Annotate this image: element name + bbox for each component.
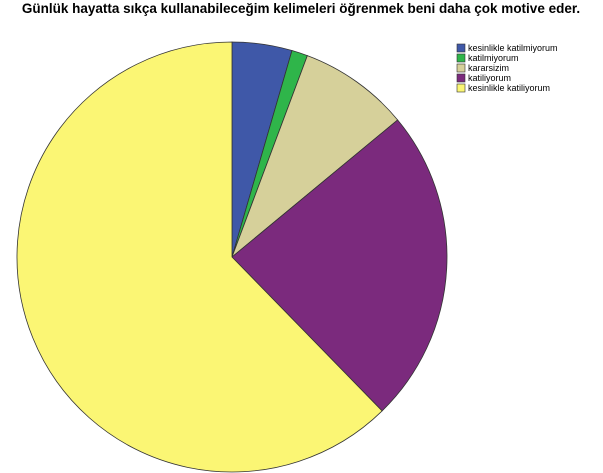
legend-swatch: [456, 73, 466, 83]
legend-label: katiliyorum: [468, 73, 511, 83]
legend-swatch: [456, 83, 466, 93]
legend-label: kesinlikle katiliyorum: [468, 83, 550, 93]
pie-slice: [16, 41, 383, 473]
chart-title: Günlük hayatta sıkça kullanabileceğim ke…: [21, 1, 581, 16]
pie-slice: [231, 55, 399, 259]
legend-swatch: [456, 43, 466, 53]
legend-label: kararsizim: [468, 63, 509, 73]
legend-label: kesinlikle katilmiyorum: [468, 43, 558, 53]
legend-swatch: [456, 53, 466, 63]
legend-swatch: [456, 63, 466, 73]
pie-slice: [231, 119, 448, 412]
legend-label: katilmiyorum: [468, 53, 519, 63]
